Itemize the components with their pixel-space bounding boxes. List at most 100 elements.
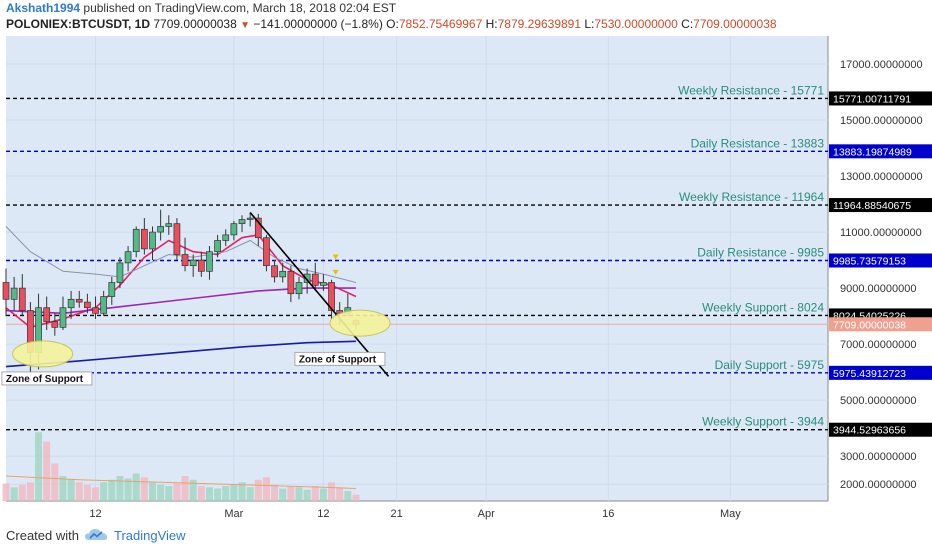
candle-body — [189, 259, 197, 267]
level-price-text: 9985.73579153 — [833, 255, 906, 267]
candle-body — [141, 228, 148, 250]
low-value: 7530.00000000 — [594, 17, 678, 31]
volume-bar — [344, 491, 352, 501]
x-tick-label: 12 — [317, 508, 329, 520]
x-tick-label: Apr — [478, 508, 495, 520]
zone-label-box — [294, 351, 386, 366]
downtrend-line — [249, 211, 390, 377]
candle-body — [254, 217, 262, 239]
x-tick-label: May — [720, 508, 741, 520]
volume-bar — [165, 486, 173, 501]
candle-body — [214, 240, 221, 253]
level-price-text: 15771.00711791 — [833, 93, 911, 105]
volume-bar — [205, 487, 213, 501]
volume-ma-line — [5, 475, 356, 489]
x-tick-label: 12 — [89, 508, 101, 520]
level-price-tag — [829, 198, 932, 213]
symbol-label: POLONIEX:BTCUSDT, 1D — [6, 17, 151, 31]
x-tick-label: 21 — [391, 508, 403, 520]
support-zone-ellipse — [12, 340, 74, 368]
volume-bar — [51, 463, 59, 501]
candle-body — [18, 287, 26, 311]
volume-bar — [328, 482, 336, 501]
level-price-tag — [829, 144, 932, 159]
close-value: 7709.00000038 — [693, 17, 777, 31]
level-label: Daily Support - 5975 — [715, 358, 825, 372]
volume-bar — [124, 478, 132, 501]
candle-body — [230, 223, 238, 236]
candle-body — [173, 223, 181, 255]
moving-average-line — [5, 234, 357, 329]
candle-body — [149, 231, 156, 250]
volume-bar — [271, 484, 279, 501]
last-price-text: 7709.00000038 — [833, 319, 906, 331]
candle-body — [100, 296, 108, 314]
volume-bar — [173, 483, 181, 501]
candle-body — [157, 226, 164, 233]
volume-bar — [189, 479, 197, 501]
candle-body — [222, 234, 230, 241]
candle-body — [181, 254, 189, 267]
level-price-text: 5975.43912723 — [833, 368, 906, 380]
high-value: 7879.29639891 — [497, 17, 582, 31]
low-label: L: — [584, 17, 595, 31]
level-label: Daily Resistance - 9985 — [697, 245, 824, 259]
candle-body — [51, 321, 59, 328]
candle-body — [246, 217, 254, 220]
volume-bar — [336, 487, 344, 501]
candle-body — [238, 219, 246, 225]
volume-bar — [352, 494, 360, 501]
volume-bar — [295, 487, 303, 501]
candle-body — [206, 251, 213, 272]
level-price-text: 11964.88540675 — [833, 200, 911, 212]
candle-body — [108, 282, 116, 297]
y-tick-label: 9000.00000000 — [840, 283, 916, 295]
y-tick-label: 3000.00000000 — [840, 451, 916, 463]
price-change: −141.00000000 (−1.8%) — [253, 17, 383, 31]
volume-bar — [319, 488, 327, 501]
chart-header: Akshath1994 published on TradingView.com… — [0, 0, 932, 34]
plot-background — [6, 36, 828, 501]
level-label: Weekly Resistance - 11964 — [679, 190, 824, 204]
candle-body — [197, 259, 205, 272]
volume-bar — [246, 487, 254, 501]
volume-bar — [157, 484, 165, 501]
volume-bar — [116, 476, 124, 501]
volume-bar — [254, 479, 262, 501]
author-link[interactable]: Akshath1994 — [6, 1, 81, 15]
volume-bar — [197, 486, 205, 501]
price-axis-panel — [828, 34, 932, 521]
y-tick-label: 17000.00000000 — [840, 59, 923, 71]
level-price-text: 3944.52963656 — [833, 425, 906, 437]
y-tick-label: 7000.00000000 — [840, 339, 916, 351]
publish-line: Akshath1994 published on TradingView.com… — [6, 1, 396, 15]
x-tick-label: 16 — [602, 508, 614, 520]
volume-bar — [181, 476, 189, 501]
volume-bar — [262, 477, 270, 501]
volume-bar — [18, 484, 26, 501]
last-price: 7709.00000038 — [153, 17, 237, 31]
price-chart[interactable]: 17000.00000000 15000.00000000 13000.000000… — [0, 34, 932, 521]
support-zone-ellipse — [329, 309, 391, 337]
volume-bar — [222, 486, 230, 501]
volume-bar — [83, 484, 91, 501]
candle-body — [43, 307, 51, 323]
candle-body — [279, 270, 287, 278]
marker-icon — [332, 269, 339, 275]
x-tick-label: Mar — [224, 508, 243, 520]
volume-bar — [108, 479, 116, 501]
open-value: 7852.75469967 — [398, 17, 483, 31]
open-label: O: — [386, 17, 399, 31]
volume-bar — [214, 488, 222, 501]
candle-body — [124, 251, 132, 264]
tradingview-brand-link[interactable]: TradingView — [114, 528, 186, 543]
volume-bar — [10, 487, 18, 501]
candle-body — [92, 307, 99, 314]
tradingview-cloud-icon — [85, 529, 108, 540]
y-tick-label: 2000.00000000 — [840, 479, 916, 491]
level-price-text: 13883.19874989 — [833, 146, 912, 158]
y-tick-label: 11000.00000000 — [840, 227, 922, 239]
candle-body — [132, 228, 140, 253]
volume-bar — [132, 473, 140, 501]
y-tick-label: 13000.00000000 — [840, 171, 923, 183]
